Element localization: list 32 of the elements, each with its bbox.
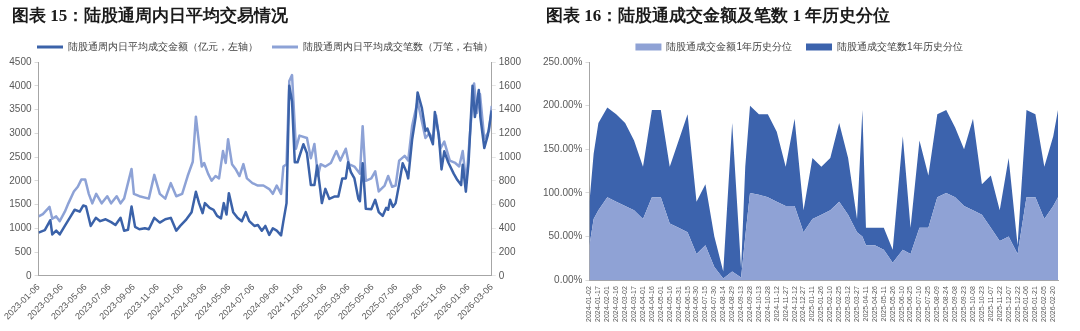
y-tick-label: 1000 [9,222,32,234]
y2-tick-label: 1200 [498,127,522,139]
y-tick-label: 0 [25,269,32,281]
y-tick-label: 500 [14,245,32,257]
legend-label: 陆股通周内日平均成交笔数（万笔，右轴） [303,40,493,52]
chart-title: 图表 15：陆股通周内日平均交易情况 [11,5,290,27]
y-tick-label: 2000 [9,174,32,186]
y2-tick-label: 1400 [498,103,522,115]
y-tick-label: 1500 [9,198,32,210]
y-tick-label: 4500 [9,55,32,67]
y2-tick-label: 1000 [498,150,522,162]
y2-tick-label: 600 [498,198,516,210]
chart-title: 图表 16：陆股通成交金额及笔数 1 年历史分位 [545,5,892,27]
legend-label: 陆股通成交笔数1年历史分位 [837,40,963,52]
y-tick-label: 150.00% [542,143,583,155]
y2-tick-label: 1600 [498,79,522,91]
y2-tick-label: 1800 [498,55,522,67]
y2-tick-label: 400 [498,222,516,234]
y-tick-label: 3500 [9,103,32,115]
y2-tick-label: 800 [498,174,516,186]
y-tick-label: 100.00% [542,186,583,198]
y-tick-label: 3000 [9,127,32,139]
y-tick-label: 250.00% [542,55,583,67]
y2-tick-label: 200 [498,245,516,257]
y-tick-label: 50.00% [548,230,583,242]
y-tick-label: 200.00% [542,99,583,111]
y2-tick-label: 0 [498,269,505,281]
legend-label: 陆股通周内日平均成交金额（亿元，左轴） [68,40,258,52]
y-tick-label: 4000 [9,79,32,91]
legend-label: 陆股通成交金额1年历史分位 [666,40,792,52]
y-tick-label: 2500 [9,150,32,162]
y-tick-label: 0.00% [554,273,583,285]
